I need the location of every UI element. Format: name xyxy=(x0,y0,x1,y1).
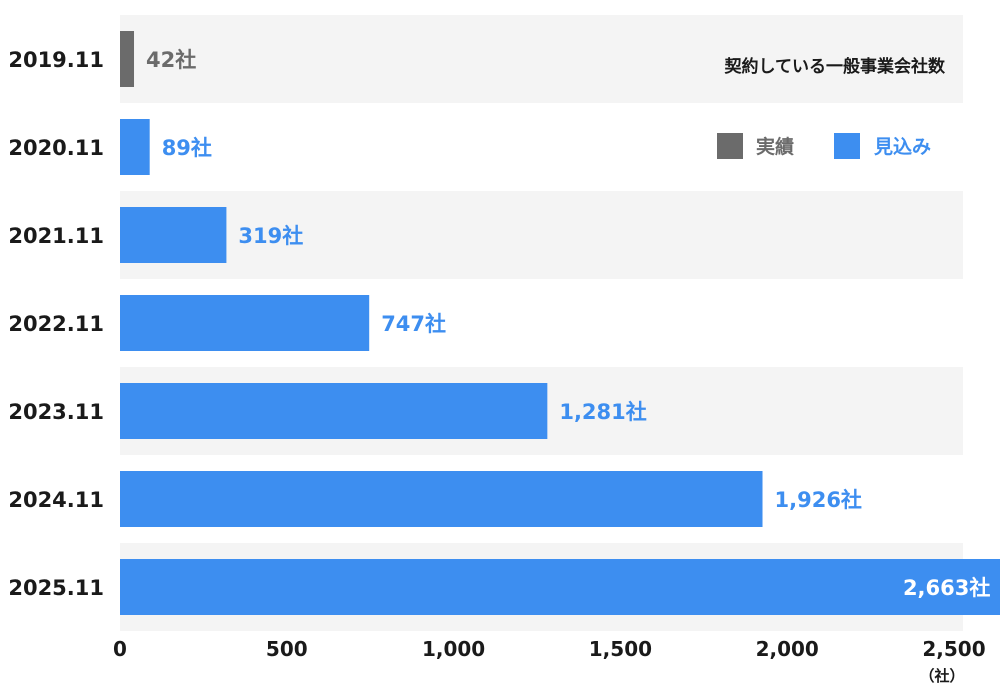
bar-2024.11 xyxy=(120,471,763,527)
bar-2022.11 xyxy=(120,295,370,351)
category-label: 2019.11 xyxy=(8,48,104,72)
x-tick-label: 0 xyxy=(113,637,127,661)
category-label: 2020.11 xyxy=(8,136,104,160)
category-label: 2021.11 xyxy=(8,224,104,248)
bar-2021.11 xyxy=(120,207,227,263)
legend-label-forecast: 見込み xyxy=(874,136,931,158)
bar-2025.11 xyxy=(120,559,1000,615)
legend-swatch-forecast xyxy=(834,133,860,159)
legend-label-actual: 実績 xyxy=(756,135,794,158)
category-label: 2025.11 xyxy=(8,576,104,600)
value-label: 1,926社 xyxy=(775,488,862,512)
value-label: 1,281社 xyxy=(559,400,646,424)
value-label: 89社 xyxy=(162,136,212,160)
row-band xyxy=(120,15,963,103)
value-label: 319社 xyxy=(238,224,303,248)
x-tick-label: 1,000 xyxy=(422,637,485,661)
category-label: 2024.11 xyxy=(8,488,104,512)
legend: 実績 見込み xyxy=(717,133,931,159)
bars xyxy=(120,31,1000,615)
value-label: 747社 xyxy=(381,312,446,336)
value-label: 42社 xyxy=(146,48,196,72)
x-axis-unit-label: （社） xyxy=(919,667,964,685)
x-tick-label: 2,000 xyxy=(756,637,819,661)
bar-2020.11 xyxy=(120,119,150,175)
bar-2019.11 xyxy=(120,31,135,87)
bar-2023.11 xyxy=(120,383,548,439)
value-label: 2,663社 xyxy=(903,576,990,600)
x-tick-label: 2,500 xyxy=(922,637,985,661)
category-labels: 2019.11 2020.11 2021.11 2022.11 2023.11 2024.… xyxy=(8,48,104,600)
row-bands xyxy=(120,15,963,631)
category-label: 2022.11 xyxy=(8,312,104,336)
category-label: 2023.11 xyxy=(8,400,104,424)
chart-title: 契約している一般事業会社数 xyxy=(724,56,946,77)
x-axis-ticks: 0 500 1,000 1,500 2,000 2,500 xyxy=(113,637,986,661)
value-labels: 42社 89社 319社 747社 1,281社 1,926社 2,663社 xyxy=(146,48,990,600)
legend-swatch-actual xyxy=(717,133,743,159)
row-band xyxy=(120,191,963,279)
x-tick-label: 500 xyxy=(266,637,308,661)
x-tick-label: 1,500 xyxy=(589,637,652,661)
